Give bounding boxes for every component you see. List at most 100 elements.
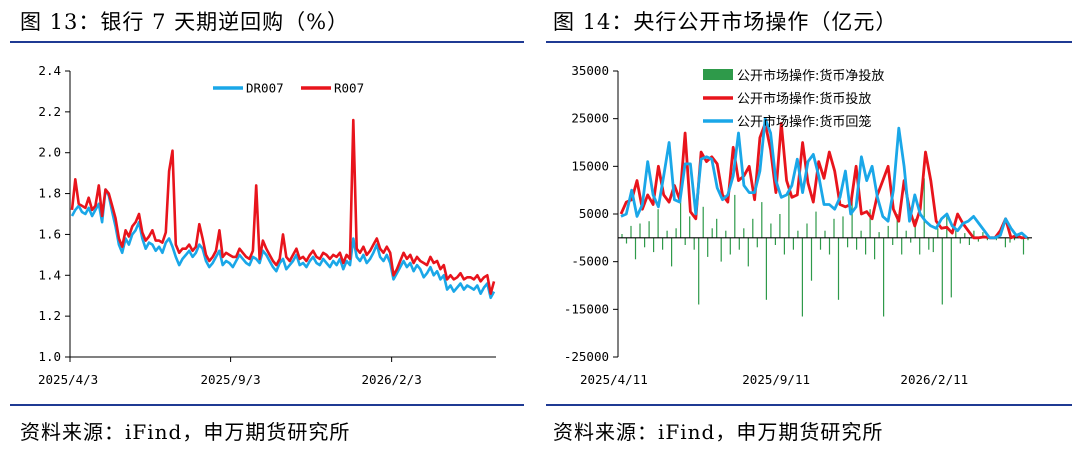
- right-source-rule: [546, 404, 1072, 406]
- net-injection-bar: [770, 223, 772, 238]
- net-injection-bar: [644, 237, 646, 248]
- net-injection-bar: [968, 237, 970, 245]
- net-injection-bar: [684, 237, 686, 245]
- net-injection-bar: [1027, 237, 1029, 241]
- net-injection-bar: [689, 216, 691, 238]
- net-injection-bar: [779, 214, 781, 238]
- y-tick-label: -5000: [571, 254, 609, 269]
- net-injection-bar: [878, 232, 880, 238]
- net-injection-bar: [698, 237, 700, 305]
- y-tick-label: -25000: [564, 349, 609, 364]
- net-injection-bar: [752, 218, 754, 238]
- y-tick-label: 1.6: [38, 226, 61, 241]
- y-tick-label: 2.0: [38, 145, 61, 160]
- net-injection-bar: [702, 206, 704, 238]
- net-injection-bar: [725, 230, 727, 238]
- net-injection-bar: [874, 237, 876, 260]
- net-injection-bar: [856, 237, 858, 250]
- y-tick-label: 5000: [579, 206, 609, 221]
- net-injection-bar: [765, 237, 767, 300]
- net-injection-bar: [797, 230, 799, 238]
- net-injection-bar: [1009, 237, 1011, 243]
- withdrawal-line: [620, 117, 1028, 240]
- net-injection-bar: [707, 237, 709, 257]
- net-injection-bar: [955, 230, 957, 238]
- y-tick-label: 1.4: [38, 267, 61, 282]
- legend-swatch-net-injection: [703, 69, 733, 80]
- net-injection-bar: [919, 237, 921, 255]
- net-injection-bar: [833, 218, 835, 238]
- net-injection-bar: [747, 237, 749, 267]
- net-injection-bar: [883, 237, 885, 317]
- net-injection-bar: [946, 214, 948, 238]
- net-injection-bar: [738, 237, 740, 250]
- y-tick-label: 1.8: [38, 186, 61, 201]
- net-injection-bar: [634, 237, 637, 260]
- net-injection-bar: [869, 209, 871, 238]
- net-injection-bar: [666, 230, 668, 238]
- left-source-rule: [10, 404, 524, 406]
- legend-label: 公开市场操作:货币净投放: [737, 68, 884, 84]
- y-tick-label: -15000: [564, 301, 609, 316]
- net-injection-bar: [648, 221, 650, 238]
- net-injection-bar: [842, 216, 844, 238]
- net-injection-bar: [788, 192, 790, 238]
- net-injection-bar: [950, 237, 952, 298]
- net-injection-bar: [783, 237, 785, 255]
- net-injection-bar: [815, 211, 817, 238]
- net-injection-bar: [986, 237, 988, 241]
- net-injection-bar: [896, 214, 898, 238]
- net-injection-bar: [905, 230, 907, 238]
- net-injection-bar: [761, 202, 763, 238]
- net-injection-bar: [671, 237, 673, 267]
- net-injection-bar: [819, 237, 822, 250]
- net-injection-bar: [774, 237, 776, 245]
- left-title-rule: [10, 41, 524, 43]
- x-tick-label: 2025/9/3: [200, 372, 260, 387]
- series-line-r007: [70, 118, 496, 295]
- left-source-note: 资料来源：iFind，申万期货研究所: [20, 420, 351, 444]
- net-injection-bar: [801, 237, 803, 317]
- net-injection-bar: [1013, 237, 1016, 241]
- net-injection-bar: [860, 230, 862, 238]
- net-injection-bar: [1004, 237, 1006, 248]
- net-injection-bar: [630, 225, 632, 238]
- net-injection-bar: [865, 237, 867, 255]
- y-tick-label: 1.0: [38, 349, 61, 364]
- net-injection-bar: [837, 237, 840, 300]
- net-injection-bar: [923, 178, 925, 238]
- net-injection-bar: [693, 237, 695, 250]
- right-chart-panel: 图 14：央行公开市场操作（亿元） -25000 -15000 -5000 5000 1…: [540, 0, 1080, 452]
- legend-label: 公开市场操作:货币投放: [737, 91, 871, 107]
- net-injection-bar: [892, 237, 894, 245]
- net-injection-bar: [720, 237, 722, 262]
- net-injection-bar: [792, 237, 794, 250]
- y-tick-label: 2.2: [38, 104, 61, 119]
- x-tick-label: 2025/9/11: [742, 372, 810, 387]
- net-injection-bar: [995, 237, 997, 241]
- net-injection-bar: [653, 237, 655, 253]
- net-injection-bar: [941, 237, 943, 305]
- net-injection-bar: [639, 223, 641, 238]
- net-injection-bar: [806, 223, 808, 238]
- x-tick-label: 2025/4/3: [38, 372, 98, 387]
- net-injection-bar: [743, 228, 745, 238]
- right-source-note: 资料来源：iFind，申万期货研究所: [553, 420, 884, 444]
- net-injection-bar: [928, 237, 930, 250]
- series-line-dr007: [70, 188, 496, 300]
- net-injection-bar: [851, 199, 853, 238]
- legend-label: 公开市场操作:货币回笼: [737, 114, 871, 130]
- net-injection-bar: [964, 233, 966, 238]
- net-injection-bar: [973, 230, 975, 238]
- net-injection-bar: [756, 237, 758, 248]
- legend-label-r007: R007: [334, 81, 364, 96]
- right-title-rule: [546, 41, 1072, 43]
- net-injection-bar: [959, 237, 961, 244]
- net-injection-bar: [711, 228, 713, 238]
- net-injection-bar: [847, 237, 849, 248]
- net-injection-bar: [729, 237, 731, 255]
- injection-line: [619, 122, 1028, 240]
- net-injection-bar: [675, 228, 677, 238]
- net-injection-bar: [932, 237, 934, 253]
- x-tick-label: 2026/2/3: [362, 372, 422, 387]
